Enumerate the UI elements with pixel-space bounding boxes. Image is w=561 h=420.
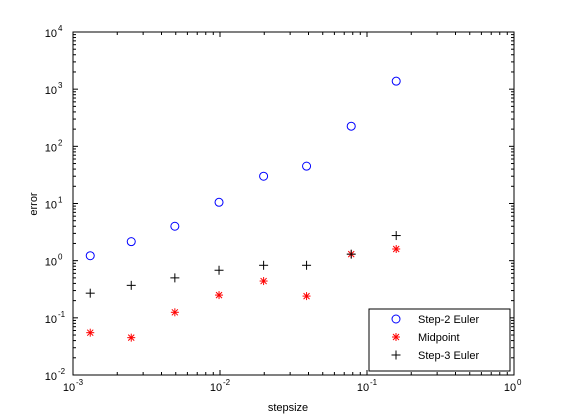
y-tick-label: 10 1 <box>45 196 63 212</box>
data-point-step-2-euler <box>302 161 312 171</box>
svg-text:2: 2 <box>58 138 63 147</box>
svg-text:10: 10 <box>45 85 57 97</box>
data-point-step-3-euler <box>302 260 312 270</box>
svg-text:-3: -3 <box>76 378 84 387</box>
data-point-midpoint <box>302 292 311 301</box>
svg-text:10: 10 <box>504 382 516 394</box>
y-tick-label: 10 -2 <box>45 367 66 383</box>
x-tick-label: 10 0 <box>504 378 522 394</box>
y-axis-label: error <box>28 192 40 216</box>
data-point-step-2-euler <box>126 237 136 247</box>
data-point-step-3-euler <box>391 231 401 241</box>
x-axis-label: stepsize <box>268 402 308 414</box>
data-point-midpoint <box>215 291 224 300</box>
data-point-step-3-euler <box>126 280 136 290</box>
data-point-step-2-euler <box>85 251 95 261</box>
data-point-midpoint <box>127 333 136 342</box>
data-markers <box>85 76 401 342</box>
data-point-step-2-euler <box>170 221 180 231</box>
legend-label-midpoint: Midpoint <box>418 332 460 344</box>
svg-text:-2: -2 <box>58 367 66 376</box>
axis-ticks <box>72 31 515 376</box>
svg-text:-2: -2 <box>223 378 231 387</box>
data-point-midpoint <box>392 244 401 253</box>
y-tick-label: 10 -1 <box>45 310 66 326</box>
y-tick-label: 10 4 <box>45 24 63 40</box>
legend-label-step-2-euler: Step-2 Euler <box>418 314 479 326</box>
x-tick-label: 10 -3 <box>63 378 84 394</box>
y-tick-label: 10 3 <box>45 81 63 97</box>
svg-text:10: 10 <box>45 257 57 269</box>
data-point-step-3-euler <box>259 260 269 270</box>
svg-text:0: 0 <box>58 253 63 262</box>
svg-text:-1: -1 <box>58 310 66 319</box>
x-tick-label: 10 -1 <box>357 378 378 394</box>
legend-marker-step-3-euler <box>391 350 401 360</box>
svg-text:10: 10 <box>45 314 57 326</box>
svg-text:10: 10 <box>63 382 75 394</box>
y-tick-label: 10 0 <box>45 253 63 269</box>
y-tick-label: 10 2 <box>45 138 63 154</box>
svg-text:10: 10 <box>45 28 57 40</box>
legend-marker-step-2-euler <box>391 314 401 324</box>
data-point-step-2-euler <box>346 121 356 131</box>
data-point-step-3-euler <box>214 265 224 275</box>
legend-marker-midpoint <box>392 333 400 341</box>
data-point-step-3-euler <box>170 273 180 283</box>
data-point-midpoint <box>86 328 95 337</box>
svg-text:10: 10 <box>45 371 57 383</box>
x-tick-label: 10 -2 <box>210 378 231 394</box>
svg-text:3: 3 <box>58 81 63 90</box>
svg-text:0: 0 <box>517 378 522 387</box>
svg-text:1: 1 <box>58 196 63 205</box>
svg-text:10: 10 <box>210 382 222 394</box>
legend: Step-2 Euler Midpoint Step-3 Euler <box>368 308 511 372</box>
data-point-step-2-euler <box>214 197 224 207</box>
svg-text:10: 10 <box>45 142 57 154</box>
data-point-step-2-euler <box>391 76 401 86</box>
legend-label-step-3-euler: Step-3 Euler <box>418 350 479 362</box>
data-point-step-3-euler <box>85 288 95 298</box>
svg-text:10: 10 <box>357 382 369 394</box>
data-point-midpoint <box>259 277 268 286</box>
x-tick-labels: 10 -3 10 -2 10 -1 10 0 <box>63 378 522 394</box>
data-point-midpoint <box>170 308 179 317</box>
data-point-step-2-euler <box>259 171 269 181</box>
svg-text:10: 10 <box>45 200 57 212</box>
svg-text:-1: -1 <box>370 378 378 387</box>
data-point-step-3-euler <box>346 249 356 259</box>
svg-text:4: 4 <box>58 24 63 33</box>
